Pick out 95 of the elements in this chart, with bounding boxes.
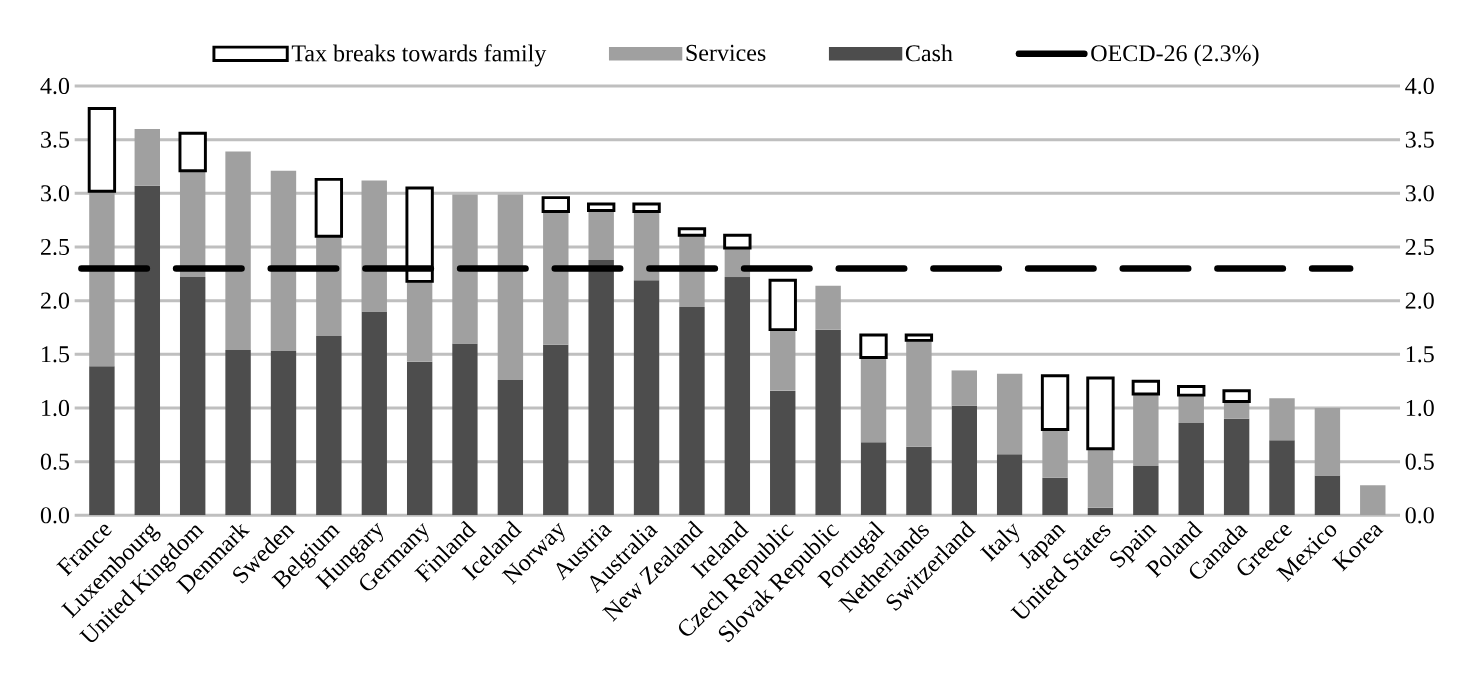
bar	[316, 336, 342, 516]
bar	[860, 357, 887, 443]
bar	[1087, 448, 1114, 508]
bar	[497, 380, 524, 516]
y2-tick-label: 4.0	[1405, 77, 1434, 95]
bar	[316, 236, 342, 337]
bar	[406, 361, 433, 516]
bar	[452, 343, 478, 516]
y2-tick-label: 2.5	[1405, 238, 1434, 256]
bar	[452, 194, 478, 344]
bar	[1087, 507, 1114, 516]
y2-tick-label: 1.0	[1406, 399, 1434, 417]
bar	[768, 278, 797, 332]
y-tick-label: 0.0	[40, 507, 70, 524]
bar	[859, 333, 888, 360]
bar	[1131, 379, 1161, 396]
legend-label: OECD-26 (2.3%)	[1091, 44, 1259, 67]
y-tick-label: 0.5	[40, 453, 70, 470]
bar	[951, 405, 977, 516]
bar	[89, 191, 115, 367]
y-tick-label: 1.5	[42, 346, 70, 363]
legend-label: Tax breaks towards family	[291, 44, 547, 67]
bar	[270, 170, 297, 352]
bar	[996, 373, 1023, 455]
bar	[770, 390, 796, 516]
bar	[1042, 477, 1068, 516]
bar	[677, 227, 707, 237]
bar	[588, 210, 614, 260]
bar	[1177, 385, 1206, 397]
bar	[543, 211, 569, 345]
bar	[906, 340, 932, 447]
bar	[1360, 485, 1386, 516]
bar	[633, 211, 660, 281]
bar	[587, 202, 616, 212]
y2-tick-label: 0.5	[1405, 453, 1434, 470]
bar	[996, 454, 1023, 516]
bar	[1314, 475, 1341, 516]
bar	[860, 442, 887, 516]
bar	[679, 307, 705, 516]
bar	[906, 446, 932, 516]
bar	[541, 196, 570, 214]
y-tick-label: 1.0	[42, 399, 70, 417]
bar	[1269, 440, 1295, 516]
bar	[1223, 418, 1250, 516]
bar	[904, 333, 934, 342]
bar	[179, 170, 206, 278]
bar	[134, 128, 160, 186]
bar	[951, 370, 977, 406]
bar	[1086, 376, 1115, 451]
bar	[87, 107, 117, 193]
bar	[633, 280, 660, 516]
bar	[815, 285, 841, 330]
bar	[1269, 398, 1295, 441]
bar	[1133, 465, 1159, 516]
y2-tick-label: 2.0	[1405, 292, 1434, 309]
y-tick-label: 3.0	[41, 185, 70, 202]
bar	[179, 277, 206, 516]
y-tick-label: 2.0	[41, 292, 70, 309]
bar	[588, 259, 614, 516]
bar	[679, 235, 705, 308]
bar	[406, 281, 433, 362]
bar	[632, 202, 661, 214]
bar	[225, 350, 251, 516]
y-tick-label: 2.5	[41, 238, 70, 256]
bar	[314, 177, 344, 238]
bar	[1314, 408, 1341, 476]
bar	[270, 351, 297, 516]
legend-label: Services	[686, 44, 766, 61]
bar	[1133, 394, 1159, 466]
bar	[1223, 401, 1250, 419]
bar	[178, 131, 207, 173]
y2-tick-label: 0.0	[1405, 507, 1434, 524]
bar	[361, 311, 387, 516]
bar	[543, 344, 569, 516]
bar	[815, 329, 841, 516]
y-tick-label: 4.0	[40, 77, 70, 95]
bar	[723, 233, 752, 250]
bar	[1222, 389, 1251, 404]
bar	[497, 194, 524, 381]
bar	[89, 366, 115, 516]
bar	[361, 180, 387, 312]
bar	[1042, 429, 1068, 478]
bar	[724, 277, 751, 516]
y2-tick-label: 3.0	[1405, 185, 1434, 202]
bar	[1178, 423, 1204, 516]
bar	[1040, 374, 1070, 431]
legend-label: Cash	[905, 44, 953, 62]
y-tick-label: 3.5	[41, 131, 70, 148]
bar	[1178, 395, 1204, 424]
y2-tick-label: 1.5	[1406, 346, 1434, 363]
x-tick-label: Italy	[979, 523, 1020, 562]
bar	[770, 329, 796, 391]
bar	[134, 185, 160, 516]
y2-tick-label: 3.5	[1405, 131, 1434, 148]
bar	[225, 151, 251, 351]
